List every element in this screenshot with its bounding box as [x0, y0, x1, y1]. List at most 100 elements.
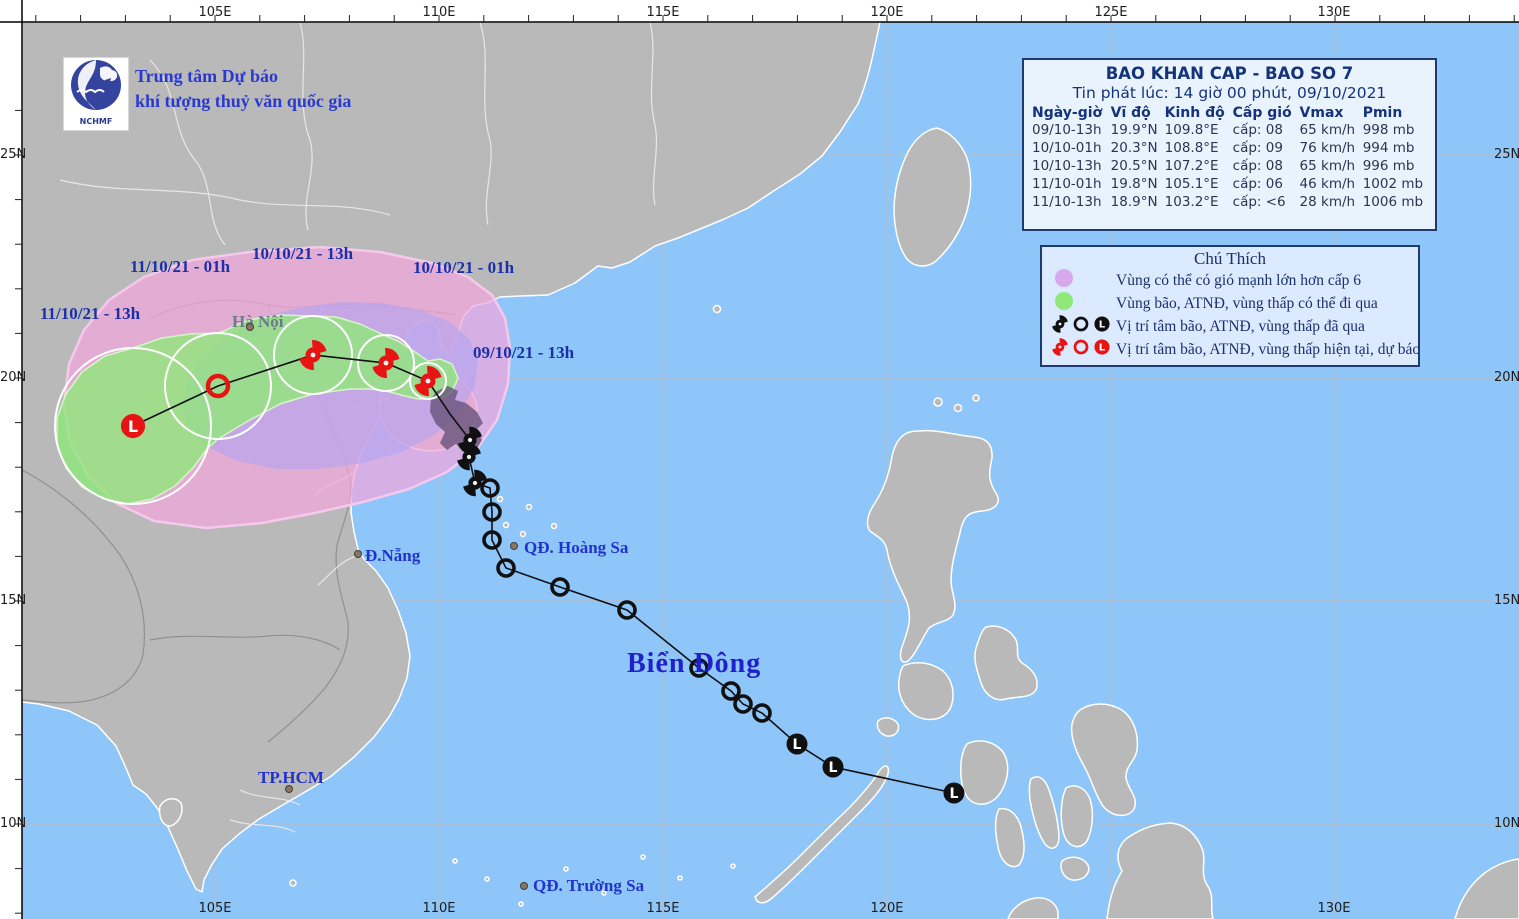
- paracel-islet: [502, 521, 510, 529]
- bulletin-title: BAO KHAN CAP - BAO SO 7: [1105, 64, 1354, 83]
- axis-label-right: 25N: [1494, 147, 1519, 162]
- land-masses: [21, 21, 1519, 919]
- forecast-cell: 19.9°N: [1110, 122, 1158, 138]
- babuyan-islet: [933, 397, 943, 407]
- forecast-cell: 107.2°E: [1164, 158, 1219, 174]
- forecast-cell: 105.1°E: [1164, 176, 1219, 192]
- green-zone-icon: [1050, 291, 1116, 316]
- cebu-island: [1028, 776, 1060, 849]
- legend-title: Chú Thích: [1194, 249, 1266, 268]
- bohol-island: [1060, 856, 1090, 881]
- table-header-cell: Ngày-giờ: [1032, 105, 1103, 121]
- nchmf-logo-icon: [71, 60, 121, 110]
- forecast-cell: 20.5°N: [1110, 158, 1158, 174]
- axis-label-bottom: 105E: [198, 901, 232, 916]
- forecast-cell: 11/10-13h: [1032, 194, 1102, 210]
- track-date-label: 09/10/21 - 13h: [473, 343, 575, 362]
- legend-item-green-zone: Vùng bão, ATNĐ, vùng thấp có thể đi qua: [1042, 292, 1418, 315]
- panay-island: [960, 740, 1009, 805]
- taiwan-island: [893, 127, 972, 267]
- axis-label-left: 25N: [0, 147, 27, 162]
- axis-label-bottom: 130E: [1317, 901, 1351, 916]
- place-label: QĐ. Hoàng Sa: [524, 538, 629, 557]
- forecast-table: Ngày-giờ Vĩ độ Kinh độ Cấp gió Vmax Pmin 09/10…: [1030, 105, 1429, 211]
- forecast-row: 10/10-13h 20.5°N 107.2°E cấp: 08 65 km/h 996 …: [1030, 157, 1429, 175]
- legend-box: Chú Thích Vùng có thể có gió mạnh lớn hơ…: [1040, 245, 1420, 367]
- axis-label-top: 125E: [1094, 5, 1128, 20]
- sea-name-label: Biển Đông: [627, 648, 762, 679]
- axis-label-left: 10N: [0, 816, 27, 831]
- track-date-label: 11/10/21 - 01h: [130, 257, 231, 276]
- track-marker-L-black: [822, 756, 844, 778]
- corner-land: [1454, 858, 1519, 919]
- pratas-islet: [712, 304, 722, 314]
- axis-label-top: 110E: [422, 5, 456, 20]
- spratly-islet: [677, 875, 683, 881]
- axis-label-top: 115E: [646, 5, 680, 20]
- axis-label-top: 105E: [198, 5, 232, 20]
- agency-name-line2: khí tượng thuỷ văn quốc gia: [135, 91, 352, 111]
- axis-label-left: 20N: [0, 370, 27, 385]
- forecast-cell: 20.3°N: [1110, 140, 1158, 156]
- table-header-cell: Kinh độ: [1164, 105, 1225, 121]
- sulu-islets: [1007, 897, 1059, 919]
- forecast-cell: 09/10-13h: [1032, 122, 1102, 138]
- forecast-cell: 109.8°E: [1164, 122, 1219, 138]
- spratly-islet: [730, 863, 736, 869]
- forecast-cell: 10/10-01h: [1032, 140, 1102, 156]
- track-marker-L-black: [943, 782, 965, 804]
- forecast-cell: 76 km/h: [1299, 140, 1356, 156]
- place-label: Hà Nội: [232, 312, 284, 331]
- place-dot: [510, 542, 518, 550]
- legend-item-past-markers: Vị trí tâm bão, ATNĐ, vùng thấp đã qua: [1042, 315, 1418, 338]
- forecast-cell: 996 mb: [1362, 158, 1415, 174]
- forecast-cell: 103.2°E: [1164, 194, 1219, 210]
- forecast-cell: 998 mb: [1362, 122, 1415, 138]
- spratly-islet: [601, 890, 607, 896]
- forecast-radius-circles: [54, 315, 447, 505]
- forecast-cell: 65 km/h: [1299, 158, 1356, 174]
- forecast-cell: cấp: 08: [1232, 158, 1283, 174]
- table-header-cell: Pmin: [1362, 105, 1403, 121]
- forecast-row: 11/10-13h 18.9°N 103.2°E cấp: <6 28 km/h 1006…: [1030, 193, 1429, 211]
- forecast-cell: 1002 mb: [1362, 176, 1424, 192]
- left-margin: [0, 0, 22, 919]
- forecast-cell: 10/10-13h: [1032, 158, 1102, 174]
- axis-label-bottom: 120E: [870, 901, 904, 916]
- legend-item-purple-zone: Vùng có thể có gió mạnh lớn hơn cấp 6: [1042, 269, 1418, 292]
- axis-label-top: 120E: [870, 5, 904, 20]
- forecast-cell: 11/10-01h: [1032, 176, 1102, 192]
- purple-zone-icon: [1050, 268, 1116, 293]
- spratly-islet: [484, 876, 490, 882]
- con-dao-islet: [289, 879, 297, 887]
- forecast-cell: 19.8°N: [1110, 176, 1158, 192]
- babuyan-islet: [972, 394, 980, 402]
- place-dot: [520, 882, 528, 890]
- axis-label-top: 130E: [1317, 5, 1351, 20]
- forecast-row: 09/10-13h 19.9°N 109.8°E cấp: 08 65 km/h 998 …: [1030, 121, 1429, 139]
- spratly-islet: [563, 866, 569, 872]
- top-margin: [0, 0, 1519, 22]
- axis-label-bottom: 115E: [646, 901, 680, 916]
- track-date-label: 11/10/21 - 13h: [40, 304, 141, 323]
- phu-quoc-island: [158, 798, 183, 827]
- samar-island: [1070, 703, 1139, 817]
- track-marker-L-red: [120, 413, 146, 439]
- axis-label-right: 10N: [1494, 816, 1519, 831]
- forecast-cell: 1006 mb: [1362, 194, 1424, 210]
- mindanao-island: [1106, 822, 1214, 919]
- forecast-markers-icon: [1050, 336, 1116, 363]
- bulletin-issued-time: Tin phát lúc: 14 giờ 00 phút, 09/10/2021: [1072, 84, 1387, 102]
- masbate-islands: [974, 625, 1038, 701]
- axis-label-right: 20N: [1494, 370, 1519, 385]
- forecast-row: 10/10-01h 20.3°N 108.8°E cấp: 09 76 km/h 994 …: [1030, 139, 1429, 157]
- forecast-cell: 108.8°E: [1164, 140, 1219, 156]
- place-label: QĐ. Trường Sa: [533, 876, 645, 895]
- agency-name: Trung tâm Dự báo khí tượng thuỷ văn quốc…: [135, 64, 351, 114]
- paracel-islet: [525, 503, 533, 511]
- forecast-cell: 18.9°N: [1110, 194, 1158, 210]
- legend-label: Vị trí tâm bão, ATNĐ, vùng thấp đã qua: [1116, 317, 1365, 335]
- table-header-cell: Cấp gió: [1232, 105, 1292, 121]
- negros-island: [994, 807, 1025, 868]
